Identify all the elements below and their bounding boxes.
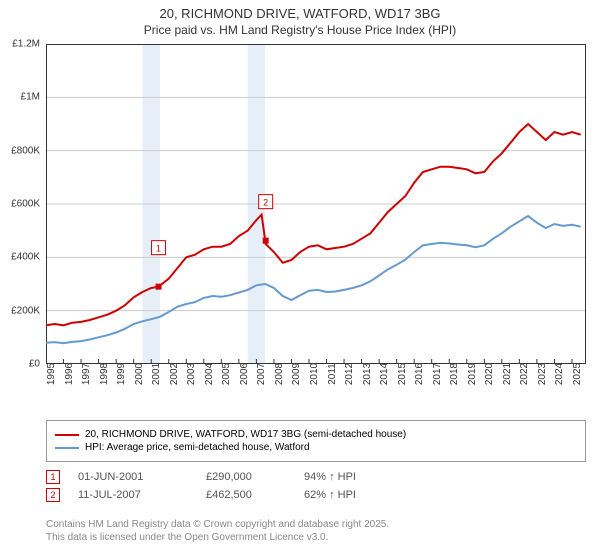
- x-tick-label: 2007: [256, 363, 267, 385]
- transaction-row: 2 11-JUL-2007 £462,500 62% ↑ HPI: [46, 488, 586, 502]
- transactions-table: 1 01-JUN-2001 £290,000 94% ↑ HPI 2 11-JUL-200…: [46, 466, 586, 506]
- x-tick-label: 2024: [554, 363, 565, 385]
- x-tick-label: 2011: [327, 363, 338, 385]
- x-tick-label: 1996: [64, 363, 75, 385]
- x-tick-label: 2015: [397, 363, 408, 385]
- attribution-line2: This data is licensed under the Open Gov…: [46, 531, 586, 544]
- x-tick-label: 2005: [221, 363, 232, 385]
- transaction-price: £462,500: [206, 489, 286, 501]
- x-tick-label: 2019: [467, 363, 478, 385]
- y-tick-label: £400K: [11, 252, 40, 263]
- series-property: [46, 124, 581, 325]
- x-tick-label: 2017: [432, 363, 443, 385]
- y-tick-label: £1M: [21, 92, 40, 103]
- x-tick-label: 2021: [502, 363, 513, 385]
- x-tick-label: 2022: [519, 363, 530, 385]
- chart-title-block: 20, RICHMOND DRIVE, WATFORD, WD17 3BG Pr…: [0, 0, 600, 37]
- attribution: Contains HM Land Registry data © Crown c…: [46, 518, 586, 544]
- x-tick-label: 2004: [204, 363, 215, 385]
- x-tick-label: 2010: [309, 363, 320, 385]
- x-tick-label: 2020: [484, 363, 495, 385]
- legend-swatch: [55, 434, 79, 436]
- x-tick-label: 2008: [274, 363, 285, 385]
- x-tick-label: 2009: [291, 363, 302, 385]
- transaction-row: 1 01-JUN-2001 £290,000 94% ↑ HPI: [46, 470, 586, 484]
- x-tick-label: 2006: [239, 363, 250, 385]
- transaction-date: 01-JUN-2001: [78, 471, 188, 483]
- x-tick-label: 2014: [379, 363, 390, 385]
- marker-dot: [156, 284, 162, 290]
- legend: 20, RICHMOND DRIVE, WATFORD, WD17 3BG (s…: [46, 420, 586, 462]
- y-tick-label: £1.2M: [12, 39, 40, 50]
- y-tick-label: £0: [29, 359, 40, 370]
- x-tick-label: 2000: [134, 363, 145, 385]
- marker-dot: [263, 238, 269, 244]
- transaction-price: £290,000: [206, 471, 286, 483]
- marker-label: 1: [156, 244, 161, 254]
- x-tick-label: 2016: [414, 363, 425, 385]
- transaction-pct: 62% ↑ HPI: [304, 489, 356, 501]
- x-tick-label: 2025: [572, 363, 583, 385]
- y-axis: £0£200K£400K£600K£800K£1M£1.2M: [0, 44, 44, 364]
- legend-item: HPI: Average price, semi-detached house,…: [55, 442, 577, 453]
- x-tick-label: 1997: [81, 363, 92, 385]
- x-tick-label: 2003: [186, 363, 197, 385]
- x-tick-label: 2012: [344, 363, 355, 385]
- legend-label: HPI: Average price, semi-detached house,…: [85, 442, 310, 453]
- transaction-pct: 94% ↑ HPI: [304, 471, 356, 483]
- x-tick-label: 1999: [116, 363, 127, 385]
- transaction-badge: 1: [46, 470, 60, 484]
- x-tick-label: 2001: [151, 363, 162, 385]
- title-line2: Price paid vs. HM Land Registry's House …: [0, 23, 600, 37]
- x-tick-label: 2013: [362, 363, 373, 385]
- x-tick-label: 2002: [169, 363, 180, 385]
- y-tick-label: £200K: [11, 305, 40, 316]
- x-tick-label: 2018: [449, 363, 460, 385]
- legend-item: 20, RICHMOND DRIVE, WATFORD, WD17 3BG (s…: [55, 429, 577, 440]
- attribution-line1: Contains HM Land Registry data © Crown c…: [46, 518, 586, 531]
- x-axis: 1995 1996 1997 1998 1999 2000 2001 2002 2003 2004…: [46, 366, 586, 416]
- transaction-badge: 2: [46, 488, 60, 502]
- series-hpi: [46, 216, 581, 343]
- marker-label: 2: [263, 198, 268, 208]
- y-tick-label: £800K: [11, 145, 40, 156]
- legend-swatch: [55, 447, 79, 449]
- y-tick-label: £600K: [11, 199, 40, 210]
- title-line1: 20, RICHMOND DRIVE, WATFORD, WD17 3BG: [0, 6, 600, 21]
- x-tick-label: 2023: [537, 363, 548, 385]
- transaction-date: 11-JUL-2007: [78, 489, 188, 501]
- x-tick-label: 1998: [99, 363, 110, 385]
- chart-svg: 12: [46, 44, 586, 364]
- legend-label: 20, RICHMOND DRIVE, WATFORD, WD17 3BG (s…: [85, 429, 406, 440]
- x-tick-label: 1995: [46, 363, 57, 385]
- chart-plot-area: 12: [46, 44, 586, 364]
